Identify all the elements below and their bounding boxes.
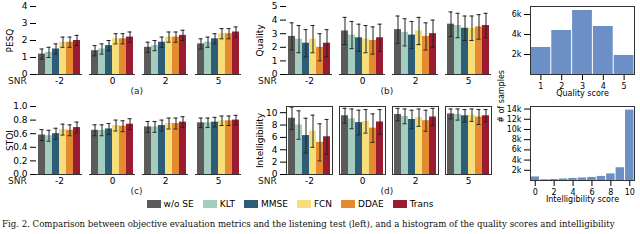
svg-text:0: 0 xyxy=(360,176,366,186)
svg-text:12k: 12k xyxy=(507,115,522,124)
svg-text:2k: 2k xyxy=(512,50,522,59)
svg-text:-2: -2 xyxy=(305,176,314,186)
svg-text:Intelligibility: Intelligibility xyxy=(255,112,265,168)
svg-text:Quality: Quality xyxy=(255,24,265,57)
svg-text:5: 5 xyxy=(216,176,222,186)
svg-text:5: 5 xyxy=(272,1,278,11)
svg-text:-2: -2 xyxy=(55,176,64,186)
svg-text:0.6: 0.6 xyxy=(13,129,28,139)
svg-text:5: 5 xyxy=(466,76,472,86)
svg-text:PESQ: PESQ xyxy=(5,29,15,53)
svg-text:6k: 6k xyxy=(512,10,522,19)
svg-text:5: 5 xyxy=(622,82,627,91)
svg-text:0: 0 xyxy=(110,76,116,86)
svg-text:2k: 2k xyxy=(512,166,522,175)
svg-text:2: 2 xyxy=(163,76,169,86)
svg-text:1: 1 xyxy=(272,56,278,66)
svg-text:1: 1 xyxy=(22,52,28,62)
svg-text:2: 2 xyxy=(22,35,28,45)
svg-text:0.4: 0.4 xyxy=(13,142,28,152)
svg-text:8k: 8k xyxy=(512,135,522,144)
svg-text:0.8: 0.8 xyxy=(13,115,28,125)
svg-text:2: 2 xyxy=(163,176,169,186)
svg-text:4: 4 xyxy=(22,1,28,11)
svg-text:0: 0 xyxy=(533,188,538,197)
svg-text:-2: -2 xyxy=(55,76,64,86)
svg-text:2: 2 xyxy=(413,176,419,186)
svg-text:10k: 10k xyxy=(507,125,522,134)
svg-text:10: 10 xyxy=(266,108,278,118)
svg-text:0: 0 xyxy=(110,176,116,186)
svg-text:1.0: 1.0 xyxy=(13,101,28,111)
svg-text:0: 0 xyxy=(360,76,366,86)
svg-text:2: 2 xyxy=(272,157,278,167)
svg-text:5: 5 xyxy=(466,176,472,186)
svg-text:8: 8 xyxy=(272,120,278,130)
svg-text:4k: 4k xyxy=(512,30,522,39)
svg-text:6k: 6k xyxy=(512,145,522,154)
svg-text:1: 1 xyxy=(538,82,543,91)
svg-text:Quality score: Quality score xyxy=(556,89,609,98)
svg-text:5: 5 xyxy=(216,76,222,86)
svg-text:4: 4 xyxy=(272,15,278,25)
svg-text:3: 3 xyxy=(22,18,28,28)
svg-text:6: 6 xyxy=(272,132,278,142)
svg-text:4: 4 xyxy=(272,145,278,155)
svg-text:14k: 14k xyxy=(507,105,522,114)
svg-text:STOI: STOI xyxy=(5,130,15,151)
svg-text:0.2: 0.2 xyxy=(13,156,27,166)
svg-text:10: 10 xyxy=(625,188,635,197)
svg-text:-2: -2 xyxy=(305,76,314,86)
svg-text:Intelligibility score: Intelligibility score xyxy=(546,195,619,204)
svg-text:4k: 4k xyxy=(512,156,522,165)
svg-text:2: 2 xyxy=(272,42,278,52)
svg-text:3: 3 xyxy=(272,29,278,39)
svg-text:2: 2 xyxy=(413,76,419,86)
